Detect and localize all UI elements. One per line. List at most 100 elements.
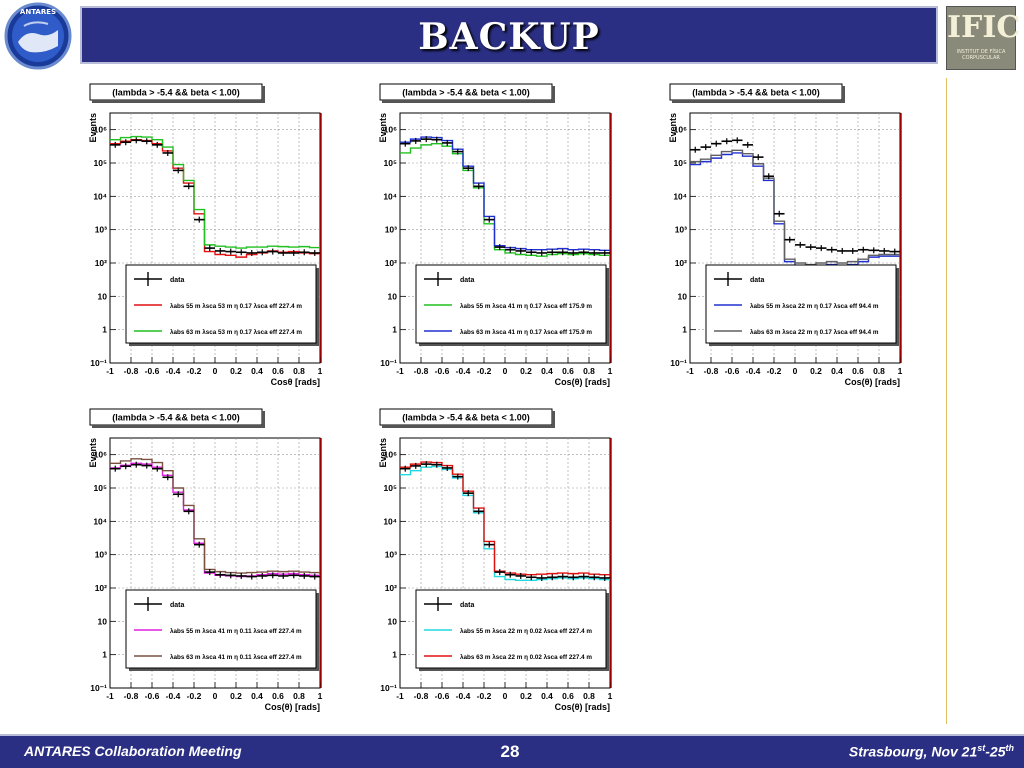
- x-tick-label: -0.8: [704, 366, 719, 376]
- y-tick-label: 10⁵: [384, 158, 397, 168]
- x-tick-label: -1: [686, 366, 694, 376]
- data-point: [599, 249, 610, 256]
- x-tick-label: 1: [318, 691, 323, 701]
- y-tick-label: 10⁻¹: [380, 358, 397, 368]
- data-point: [278, 572, 289, 579]
- legend-label: λabs 55 m λsca 22 m η 0.17 λsca eff 94.4…: [750, 302, 879, 310]
- x-tick-label: 1: [608, 366, 613, 376]
- data-point: [236, 572, 247, 579]
- data-point: [288, 249, 299, 256]
- x-axis-label: Cos(θ) [rads]: [555, 377, 610, 387]
- slide-title: BACKUP: [418, 16, 600, 58]
- data-point: [442, 464, 453, 471]
- data-point: [299, 249, 310, 256]
- y-tick-label: 10: [678, 291, 688, 301]
- legend-label: data: [460, 277, 475, 284]
- y-tick-label: 10: [388, 616, 398, 626]
- y-tick-label: 10⁶: [674, 125, 687, 135]
- data-point: [421, 461, 432, 468]
- footer-sup-th: th: [1005, 743, 1015, 753]
- cut-label-box: (lambda > -5.4 && beta < 1.00): [379, 408, 555, 428]
- data-point: [421, 136, 432, 143]
- x-tick-label: -0.6: [145, 366, 160, 376]
- footer-location-main: Strasbourg, Nov 21: [848, 743, 978, 760]
- data-point: [131, 137, 142, 144]
- data-point: [837, 247, 848, 254]
- legend-label: λabs 63 m λsca 22 m η 0.02 λsca eff 227.…: [460, 653, 592, 661]
- x-axis-label: Cosθ [rads]: [271, 377, 320, 387]
- data-point: [194, 216, 205, 223]
- title-bar: BACKUP: [80, 6, 938, 64]
- x-tick-label: 0.2: [230, 366, 242, 376]
- data-point: [774, 210, 785, 217]
- y-tick-label: 10⁴: [383, 191, 397, 201]
- x-tick-label: 0.6: [272, 366, 284, 376]
- data-point: [589, 249, 600, 256]
- plot-1: (lambda > -5.4 && beta < 1.00) -1 -0.8 -0.6…: [88, 83, 323, 387]
- data-point: [805, 244, 816, 251]
- y-tick-label: 10³: [95, 550, 107, 560]
- x-tick-label: -0.2: [477, 366, 492, 376]
- legend-label: λabs 63 m λsca 41 m η 0.11 λsca eff 227.…: [170, 653, 302, 661]
- x-axis-label: Cos(θ) [rads]: [555, 702, 610, 712]
- data-point: [599, 574, 610, 581]
- data-point: [847, 247, 858, 254]
- data-point: [278, 249, 289, 256]
- data-point: [515, 247, 526, 254]
- y-tick-label: 10⁶: [94, 125, 107, 135]
- data-point: [309, 573, 320, 580]
- series-line-1: [400, 465, 610, 582]
- data-point: [225, 248, 236, 255]
- data-point: [204, 569, 215, 576]
- cut-label-box: (lambda > -5.4 && beta < 1.00): [89, 408, 265, 428]
- y-tick-label: 10³: [385, 550, 397, 560]
- legend-label: data: [170, 602, 185, 609]
- x-tick-label: 0: [503, 366, 508, 376]
- cut-label-box: (lambda > -5.4 && beta < 1.00): [89, 83, 265, 103]
- data-point: [110, 141, 121, 148]
- y-tick-label: 10²: [385, 258, 397, 268]
- x-tick-label: 0.2: [810, 366, 822, 376]
- x-axis-label: Cos(θ) [rads]: [265, 702, 320, 712]
- series-line-2: [400, 136, 610, 252]
- y-tick-label: 10⁻¹: [670, 358, 687, 368]
- data-point: [826, 246, 837, 253]
- x-tick-label: 0: [213, 691, 218, 701]
- y-tick-label: 10²: [385, 583, 397, 593]
- data-point: [557, 573, 568, 580]
- data-point: [816, 245, 827, 252]
- y-tick-label: 1: [392, 325, 397, 335]
- data-point: [194, 541, 205, 548]
- x-tick-label: 1: [898, 366, 903, 376]
- data-point: [463, 490, 474, 497]
- data-point: [568, 249, 579, 256]
- data-point: [526, 249, 537, 256]
- y-tick-label: 10⁶: [384, 450, 397, 460]
- data-point: [173, 167, 184, 174]
- cut-label: (lambda > -5.4 && beta < 1.00): [112, 413, 240, 423]
- y-tick-label: 10²: [675, 258, 687, 268]
- y-tick-label: 10⁵: [674, 158, 687, 168]
- data-point: [578, 573, 589, 580]
- footer-meeting: ANTARES Collaboration Meeting: [24, 743, 242, 759]
- cut-label: (lambda > -5.4 && beta < 1.00): [402, 413, 530, 423]
- y-tick-label: 10⁵: [94, 483, 107, 493]
- data-point: [431, 461, 442, 468]
- series-line-2: [110, 458, 320, 574]
- y-tick-label: 10⁴: [93, 516, 107, 526]
- data-point: [183, 183, 194, 190]
- y-tick-label: 10²: [95, 258, 107, 268]
- x-tick-label: 0.8: [293, 366, 305, 376]
- data-point: [547, 574, 558, 581]
- legend-label: data: [170, 277, 185, 284]
- data-point: [410, 462, 421, 469]
- x-tick-label: -0.2: [187, 366, 202, 376]
- legend: data λabs 55 m λsca 53 m η 0.17 λsca eff …: [125, 264, 319, 346]
- data-point: [400, 465, 411, 472]
- data-point: [431, 136, 442, 143]
- x-tick-label: 1: [318, 366, 323, 376]
- legend-label: λabs 55 m λsca 53 m η 0.17 λsca eff 227.…: [170, 302, 302, 310]
- x-tick-label: 0.2: [230, 691, 242, 701]
- legend-label: data: [460, 602, 475, 609]
- data-point: [183, 508, 194, 515]
